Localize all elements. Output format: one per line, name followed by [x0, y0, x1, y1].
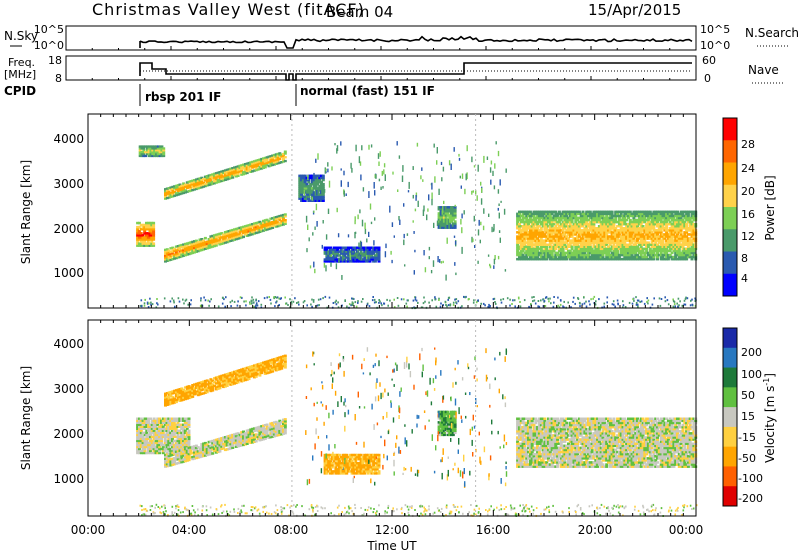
vel-cbar-tick-neg100: -100 — [738, 472, 763, 485]
xtick-08: 08:00 — [274, 523, 309, 537]
nsky-trace — [139, 35, 693, 49]
nsky-panel: N.Sky 10^5 10^0 10^5 10^0 N.Search — [4, 23, 799, 52]
freq-trace — [139, 62, 692, 81]
velocity-ytick-4000: 4000 — [53, 337, 84, 351]
plot-title: Christmas Valley West (fitACF) — [92, 0, 365, 19]
date-label: 15/Apr/2015 — [588, 1, 681, 19]
power-panel: Slant Range [km] 1000 2000 3000 4000 — [19, 113, 698, 310]
power-cbar-tick-28: 28 — [741, 138, 755, 151]
velocity-ytick-1000: 1000 — [53, 472, 84, 486]
power-colorbar: 28 24 20 16 12 8 4 Power [dB] — [722, 117, 777, 297]
axis-ticks — [65, 46, 697, 516]
xtick-12: 12:00 — [375, 523, 410, 537]
nave-label: Nave — [748, 63, 779, 77]
nsky-left-tick-bottom: 10^0 — [34, 39, 64, 52]
velocity-echoes — [136, 347, 698, 517]
cpid-label: CPID — [4, 84, 36, 98]
power-cbar-tick-12: 12 — [741, 230, 755, 243]
vel-cbar-tick-200: 200 — [741, 346, 762, 359]
power-cbar-tick-4: 4 — [741, 272, 748, 285]
near-range-noise — [139, 141, 697, 310]
beam-label: Beam 04 — [326, 3, 393, 21]
power-ylabel: Slant Range [km] — [19, 160, 33, 264]
power-ytick-4000: 4000 — [53, 132, 84, 146]
echo-region-4 — [298, 174, 325, 202]
vel-cbar-tick-neg50: -50 — [738, 452, 756, 465]
velocity-panel: Slant Range [km] 1000 2000 3000 4000 — [19, 319, 698, 517]
cpid-mode-rbsp: rbsp 201 IF — [145, 90, 221, 104]
cpid-mode-normal: normal (fast) 151 IF — [300, 84, 435, 98]
velocity-cbar-label: Velocity [m s-1] — [762, 373, 777, 463]
power-ytick-3000: 3000 — [53, 177, 84, 191]
freq-right-tick-top: 60 — [702, 54, 716, 67]
power-cbar-tick-24: 24 — [741, 162, 755, 175]
nsky-right-tick-bottom: 10^0 — [700, 39, 730, 52]
vel-cbar-tick-50: 50 — [741, 389, 755, 402]
power-ytick-1000: 1000 — [53, 266, 84, 280]
power-yticks: 1000 2000 3000 4000 — [53, 132, 84, 280]
power-cbar-tick-8: 8 — [741, 252, 748, 265]
echo-region-2 — [164, 418, 287, 468]
vel-cbar-tick-neg200: -200 — [738, 492, 763, 505]
velocity-ytick-3000: 3000 — [53, 382, 84, 396]
echo-region-2 — [164, 150, 287, 200]
cpid-row: CPID rbsp 201 IF normal (fast) 151 IF — [4, 84, 435, 106]
nsky-left-tick-top: 10^5 — [34, 23, 64, 36]
freq-left-tick-top: 18 — [48, 54, 62, 67]
vel-cbar-tick-neg15: -15 — [738, 431, 756, 444]
xlabel: Time UT — [366, 539, 417, 553]
xtick-24: 00:00 — [669, 523, 704, 537]
velocity-ylabel: Slant Range [km] — [19, 366, 33, 470]
echo-region-1 — [164, 354, 287, 407]
velocity-yticks: 1000 2000 3000 4000 — [53, 337, 84, 486]
power-cbar-tick-16: 16 — [741, 208, 755, 221]
power-ytick-2000: 2000 — [53, 222, 84, 236]
time-axis: 00:00 04:00 08:00 12:00 16:00 20:00 00:0… — [71, 523, 704, 553]
xtick-20: 20:00 — [578, 523, 613, 537]
power-echoes — [136, 141, 698, 310]
nsearch-label: N.Search — [745, 26, 799, 40]
echo-region-5 — [516, 417, 698, 468]
vel-cbar-tick-15: 15 — [741, 410, 755, 423]
echo-region-0 — [136, 417, 191, 455]
freq-label: Freq. — [8, 56, 35, 69]
power-cbar-tick-20: 20 — [741, 185, 755, 198]
freq-right-tick-bottom: 0 — [704, 72, 711, 85]
nsky-label: N.Sky — [4, 29, 38, 43]
echo-region-1 — [138, 145, 166, 158]
freq-panel: Freq. [MHz] 18 8 60 0 Nave — [4, 54, 784, 85]
echo-region-4 — [437, 410, 457, 437]
echo-region-6 — [437, 206, 457, 229]
freq-unit-label: [MHz] — [4, 68, 36, 81]
vel-cbar-tick-100: 100 — [741, 368, 762, 381]
power-cbar-label: Power [dB] — [763, 175, 777, 240]
velocity-colorbar: 200 100 50 15 -15 -50 -100 -200 Velocity… — [722, 327, 777, 507]
echo-region-0 — [136, 221, 156, 247]
xtick-16: 16:00 — [476, 523, 511, 537]
echo-region-3 — [164, 213, 287, 263]
nsky-right-tick-top: 10^5 — [700, 23, 730, 36]
near-range-noise — [139, 347, 698, 517]
echo-region-7 — [516, 210, 698, 261]
freq-left-tick-bottom: 8 — [55, 72, 62, 85]
velocity-ytick-2000: 2000 — [53, 427, 84, 441]
xtick-04: 04:00 — [172, 523, 207, 537]
xtick-00: 00:00 — [71, 523, 106, 537]
